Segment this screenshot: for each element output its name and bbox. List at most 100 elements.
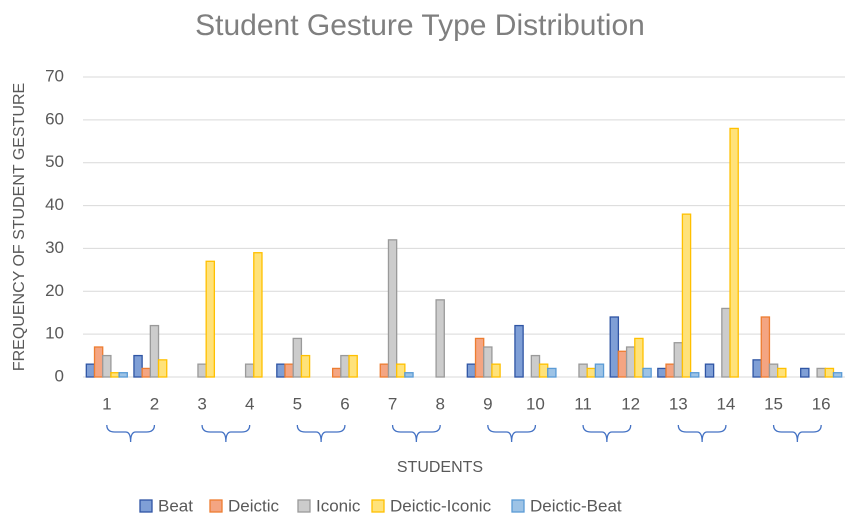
bar [133,354,143,378]
x-tick-label: 5 [293,394,302,413]
bar [586,367,597,378]
bar [435,299,445,378]
y-tick-label: 10 [45,324,64,343]
legend-swatch [209,499,223,513]
x-tick-label: 9 [483,394,492,413]
bar [665,363,675,378]
brace [106,424,156,443]
bar [514,324,524,378]
bar [721,307,731,378]
y-tick-label: 60 [45,109,64,128]
bar [681,213,692,378]
bar [466,363,477,378]
legend-label: Iconic [316,496,361,515]
bar [800,367,810,378]
bar [379,363,390,378]
bar [594,363,605,378]
bar [396,363,406,378]
legend-swatch [297,499,311,513]
y-tick-label: 50 [45,152,64,171]
x-tick-label: 6 [340,394,349,413]
bar [689,372,700,378]
bar [118,372,128,378]
x-tick-label: 4 [245,394,254,413]
x-tick-label: 12 [621,394,640,413]
bar [642,367,652,378]
bar [538,363,549,378]
bar [625,346,636,378]
bar [768,363,779,378]
bar [102,354,112,378]
bar [253,252,263,378]
legend-swatch [139,499,153,513]
y-tick-label: 40 [45,195,64,214]
x-tick-label: 16 [812,394,831,413]
bar [244,363,255,378]
x-tick-label: 14 [716,394,735,413]
bar [157,359,168,378]
brace [391,424,441,443]
bar [704,363,715,378]
brace [201,424,251,443]
y-tick-label: 0 [55,366,64,385]
bar [657,367,667,378]
x-tick-label: 11 [574,394,592,413]
bar [777,367,787,378]
brace [582,424,632,443]
bar [110,372,120,378]
legend-label: Deictic [228,496,280,515]
bar [340,354,350,378]
bar [824,367,835,378]
bar [284,363,294,378]
legend-label: Deictic-Iconic [390,496,492,515]
bar [205,260,216,378]
y-tick-label: 20 [45,281,64,300]
bar [634,337,644,378]
brace [677,424,727,443]
bar [530,354,541,378]
chart-title: Student Gesture Type Distribution [195,9,645,42]
brace [296,424,346,443]
legend-swatch [511,499,525,513]
bar [578,363,588,378]
x-tick-label: 13 [669,394,688,413]
x-tick-label: 7 [388,394,397,413]
bar [617,350,628,378]
y-axis-label: FREQUENCY OF STUDENT GESTURE [11,83,28,371]
bar [300,354,311,378]
bar [474,337,485,378]
y-tick-label: 30 [45,238,64,257]
legend-label: Deictic-Beat [530,496,622,515]
y-tick-label: 70 [45,66,64,85]
brace [772,424,822,443]
x-tick-label: 1 [102,394,111,413]
bar [331,367,342,378]
legend-swatch [371,499,385,513]
bar [752,359,762,378]
bar [348,354,358,378]
bar [85,363,96,378]
bar [816,367,826,378]
bar [141,367,151,378]
x-tick-label: 15 [764,394,783,413]
bar [483,346,493,378]
bar [547,367,557,378]
x-axis-label: STUDENTS [397,459,483,476]
x-tick-label: 8 [435,394,444,413]
bar [93,346,104,378]
x-tick-label: 3 [197,394,206,413]
brace [487,424,537,443]
bar [609,316,620,378]
bar [491,363,501,378]
bar [673,342,684,378]
bar [832,372,843,378]
bar [404,372,414,378]
bar [292,337,303,378]
bar [197,363,207,378]
bar [760,316,771,378]
bar [729,127,739,378]
bar [149,324,160,378]
x-tick-label: 10 [526,394,545,413]
bar [387,239,398,378]
